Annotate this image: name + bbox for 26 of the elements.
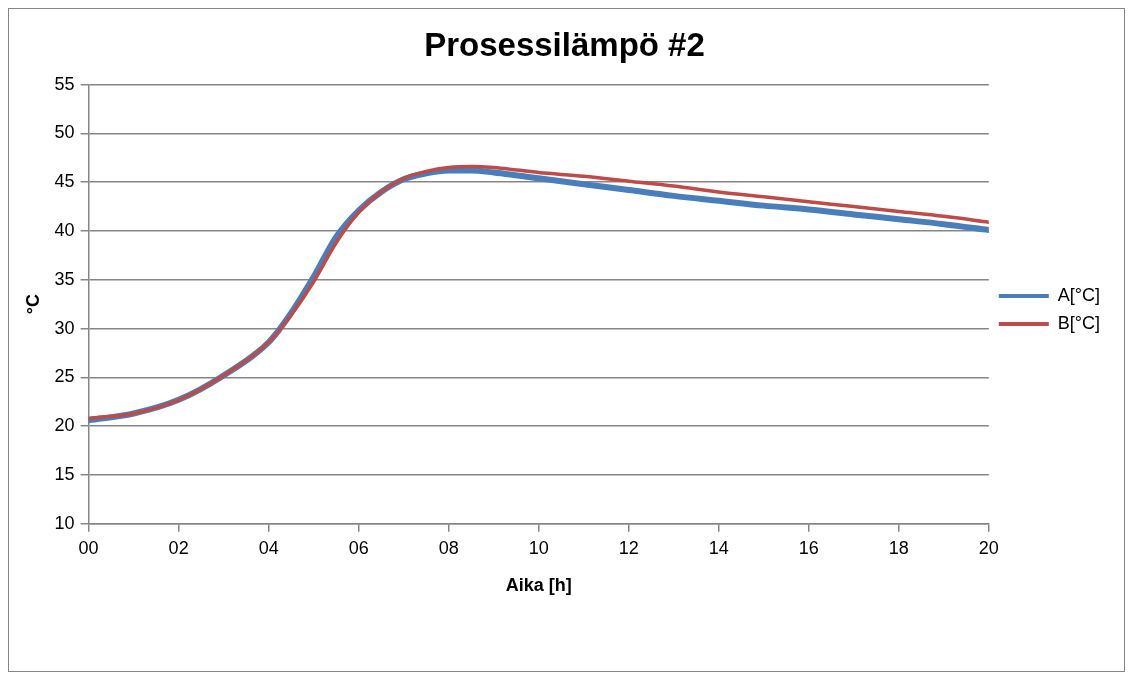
y-tick-label: 20 bbox=[54, 415, 75, 436]
x-tick-label: 00 bbox=[78, 537, 99, 558]
y-tick-label: 50 bbox=[54, 122, 75, 143]
y-axis-title: °C bbox=[22, 294, 43, 315]
legend-label: B[°C] bbox=[1057, 312, 1101, 333]
y-tick-label: 40 bbox=[54, 219, 75, 240]
x-tick-label: 06 bbox=[348, 537, 369, 558]
chart-title: Prosessilämpö #2 bbox=[424, 25, 705, 63]
y-tick-label: 55 bbox=[54, 73, 75, 94]
x-tick-label: 14 bbox=[708, 537, 729, 558]
x-axis-title: Aika [h] bbox=[505, 575, 572, 596]
x-tick-label: 12 bbox=[618, 537, 639, 558]
y-tick-label: 30 bbox=[54, 317, 75, 338]
y-tick-label: 10 bbox=[54, 512, 75, 533]
legend-label: A[°C] bbox=[1057, 284, 1101, 305]
x-tick-label: 02 bbox=[168, 537, 189, 558]
x-tick-label: 08 bbox=[438, 537, 459, 558]
y-tick-label: 25 bbox=[54, 366, 75, 387]
x-tick-label: 18 bbox=[888, 537, 909, 558]
x-tick-label: 20 bbox=[978, 537, 999, 558]
x-tick-label: 10 bbox=[528, 537, 549, 558]
x-tick-label: 16 bbox=[798, 537, 819, 558]
y-tick-label: 35 bbox=[54, 268, 75, 289]
y-tick-label: 45 bbox=[54, 171, 75, 192]
y-tick-label: 15 bbox=[54, 463, 75, 484]
x-tick-label: 04 bbox=[258, 537, 279, 558]
